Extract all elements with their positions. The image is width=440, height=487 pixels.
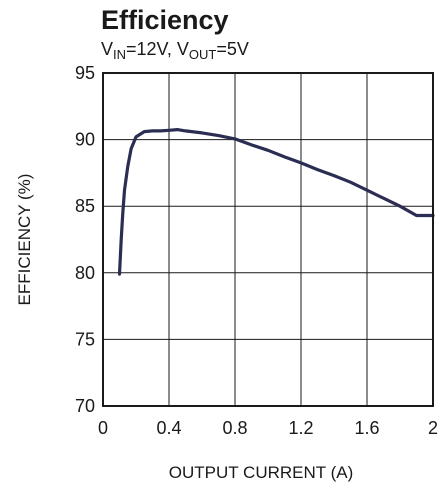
y-axis-label: EFFICIENCY (%) bbox=[15, 174, 34, 306]
vin-subscript: IN bbox=[113, 47, 126, 62]
x-tick-label: 0 bbox=[98, 418, 108, 438]
x-axis-label: OUTPUT CURRENT (A) bbox=[169, 463, 354, 482]
chart-subtitle: VIN=12V, VOUT=5V bbox=[101, 39, 249, 62]
y-tick-label: 85 bbox=[75, 196, 95, 216]
y-tick-label: 70 bbox=[75, 396, 95, 416]
grid-lines bbox=[102, 72, 434, 407]
y-tick-label: 90 bbox=[75, 130, 95, 150]
vout-symbol: V bbox=[177, 39, 189, 59]
x-tick-labels: 0 0.4 0.8 1.2 1.6 2 bbox=[98, 418, 438, 438]
y-tick-label: 75 bbox=[75, 329, 95, 349]
efficiency-curve bbox=[117, 128, 435, 276]
x-tick-label: 0.8 bbox=[222, 418, 247, 438]
chart-title: Efficiency bbox=[101, 5, 229, 35]
vout-value: =5V bbox=[216, 39, 249, 59]
x-tick-label: 1.2 bbox=[288, 418, 313, 438]
x-tick-label: 0.4 bbox=[156, 418, 181, 438]
x-tick-label: 2 bbox=[428, 418, 438, 438]
plot-frame bbox=[102, 72, 434, 407]
vout-subscript: OUT bbox=[189, 47, 217, 62]
x-tick-label: 1.6 bbox=[354, 418, 379, 438]
y-tick-labels: 70 75 80 85 90 95 bbox=[75, 63, 95, 416]
y-tick-label: 95 bbox=[75, 63, 95, 83]
y-tick-label: 80 bbox=[75, 263, 95, 283]
vin-value: =12V, bbox=[126, 39, 177, 59]
vin-symbol: V bbox=[101, 39, 113, 59]
